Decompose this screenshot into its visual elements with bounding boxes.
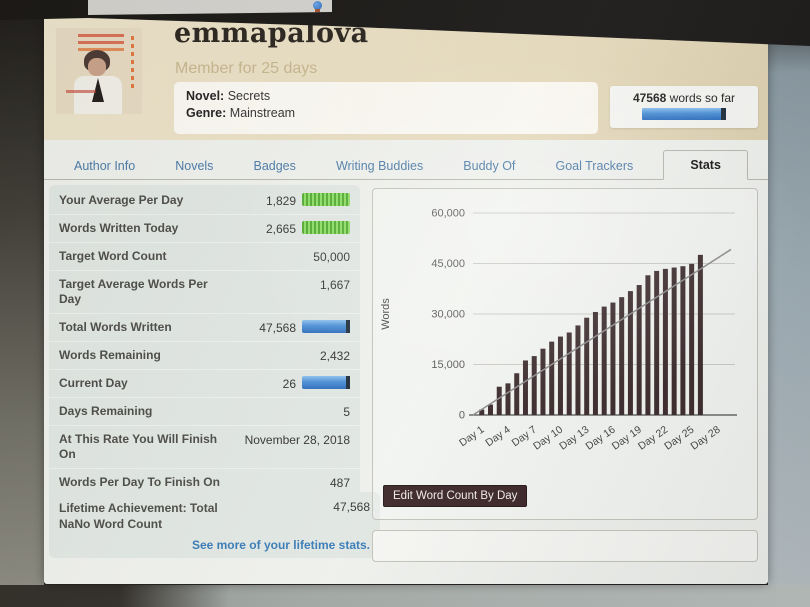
stat-value: 2,665 xyxy=(265,222,296,236)
svg-text:Day 1: Day 1 xyxy=(457,424,486,450)
stat-label: Current Day xyxy=(59,376,128,390)
stat-progress-bar-blue xyxy=(302,376,350,389)
stat-label: Words Remaining xyxy=(59,348,161,362)
lifetime-row: Lifetime Achievement: Total NaNo Word Co… xyxy=(59,500,370,532)
stat-progress-bar-blue xyxy=(302,320,350,333)
novel-name: Secrets xyxy=(227,89,271,103)
stat-value: 5 xyxy=(343,405,350,419)
tab-author-info[interactable]: Author Info xyxy=(74,159,136,173)
stat-label: At This Rate You Will Finish On xyxy=(59,432,218,461)
lifetime-value: 47,568 xyxy=(333,500,370,514)
svg-text:Day 4: Day 4 xyxy=(483,424,512,450)
stat-value: November 28, 2018 xyxy=(244,433,350,447)
stat-label: Target Word Count xyxy=(59,249,167,263)
bottom-empty-panel xyxy=(372,530,758,562)
stat-progress-bar-green xyxy=(302,193,350,206)
genre-label: Genre: xyxy=(186,106,227,120)
svg-text:Words: Words xyxy=(380,298,392,330)
stat-value: 47,568 xyxy=(259,321,296,335)
word-count-progress-bar xyxy=(642,108,726,120)
tab-novels[interactable]: Novels xyxy=(175,159,214,173)
lifetime-label: Lifetime Achievement: Total NaNo Word Co… xyxy=(59,501,218,531)
tab-bar: Author Info Novels Badges Writing Buddies Bu… xyxy=(44,150,768,180)
svg-text:15,000: 15,000 xyxy=(431,359,465,371)
tab-goal-trackers[interactable]: Goal Trackers xyxy=(555,159,634,173)
stat-value: 2,432 xyxy=(319,349,350,363)
stats-row: Days Remaining 5 xyxy=(49,398,360,426)
lifetime-panel: Lifetime Achievement: Total NaNo Word Co… xyxy=(49,492,380,558)
stats-row: Words Written Today 2,665 xyxy=(49,215,360,243)
tab-buddy-of[interactable]: Buddy Of xyxy=(463,159,516,173)
page: emmapalova Member for 25 days Novel: Sec… xyxy=(44,16,768,584)
stat-progress-bar-green xyxy=(302,221,350,234)
stats-row: Total Words Written 47,568 xyxy=(49,314,360,342)
stats-row: Your Average Per Day 1,829 xyxy=(49,187,360,215)
edit-word-count-button[interactable]: Edit Word Count By Day xyxy=(383,485,528,507)
word-count-number: 47568 xyxy=(632,91,667,105)
tab-stats[interactable]: Stats xyxy=(663,150,748,180)
stats-row: Target Word Count 50,000 xyxy=(49,243,360,271)
word-count-widget: 47568 words so far xyxy=(610,86,758,128)
tab-badges[interactable]: Badges xyxy=(253,159,296,173)
tab-writing-buddies[interactable]: Writing Buddies xyxy=(335,159,424,173)
word-count-suffix: words so far xyxy=(666,91,736,105)
novel-info-box: Novel: Secrets Genre: Mainstream xyxy=(174,82,598,134)
stats-row: Words Remaining 2,432 xyxy=(49,342,360,370)
stats-row: Target Average Words Per Day 1,667 xyxy=(49,271,360,314)
svg-text:60,000: 60,000 xyxy=(431,208,465,220)
stat-value: 50,000 xyxy=(313,250,350,264)
desk-background-bottom xyxy=(0,585,810,607)
desk-background-right xyxy=(768,0,810,607)
novel-label: Novel: xyxy=(186,89,225,103)
stats-panel: Your Average Per Day 1,829 Words Written T… xyxy=(49,185,360,513)
stat-label: Days Remaining xyxy=(59,404,153,418)
stat-value: 1,829 xyxy=(265,194,296,208)
stat-value: 26 xyxy=(282,377,296,391)
member-duration: Member for 25 days xyxy=(175,60,318,77)
stats-row: At This Rate You Will Finish On November … xyxy=(49,426,360,469)
svg-text:0: 0 xyxy=(459,410,465,422)
browser-logo-icon xyxy=(313,1,322,12)
svg-text:30,000: 30,000 xyxy=(431,309,465,321)
svg-text:45,000: 45,000 xyxy=(431,258,465,270)
lifetime-stats-link[interactable]: See more of your lifetime stats. xyxy=(191,538,370,552)
stat-label: Your Average Per Day xyxy=(59,193,184,207)
stat-value: 487 xyxy=(329,476,350,490)
chart-panel: 0 15,000 30,000 45,000 60,000 Day 1 Day 4 Day 7… xyxy=(372,188,758,520)
author-avatar xyxy=(56,28,142,114)
stat-label: Target Average Words Per Day xyxy=(59,277,208,306)
svg-text:Day 28: Day 28 xyxy=(688,424,722,453)
genre-name: Mainstream xyxy=(229,106,296,120)
desk-background-left xyxy=(0,0,44,607)
stat-label: Total Words Written xyxy=(59,320,172,334)
stat-label: Words Written Today xyxy=(59,221,179,235)
stat-value: 1,667 xyxy=(319,278,350,292)
stats-row: Current Day 26 xyxy=(49,370,360,398)
